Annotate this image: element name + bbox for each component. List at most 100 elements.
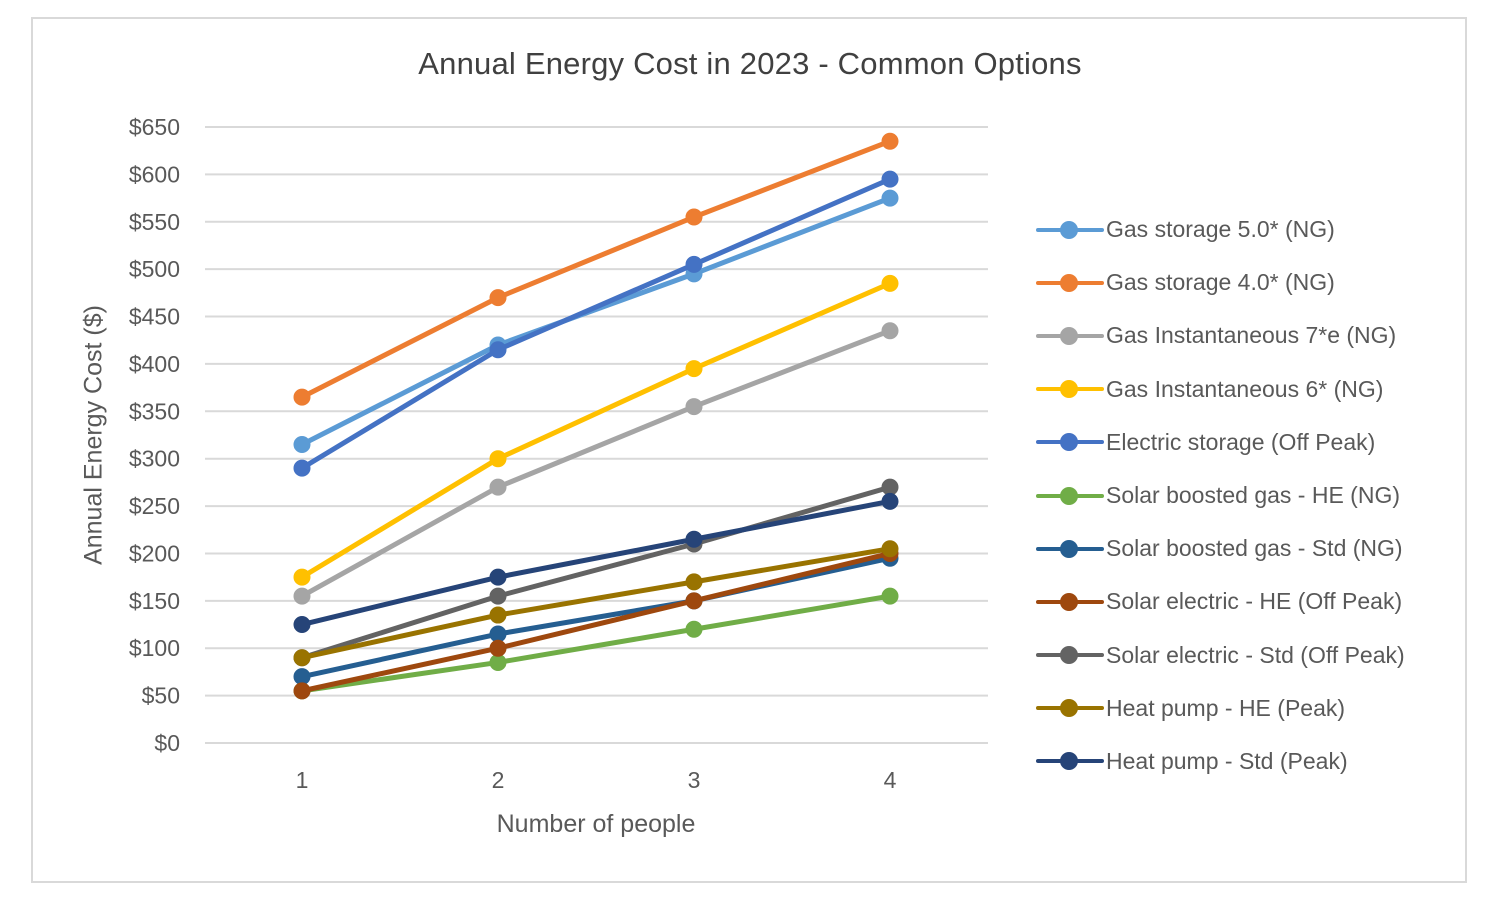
legend-marker-icon: [1036, 486, 1104, 506]
x-tick-label: 2: [492, 767, 505, 793]
series-line: [299, 546, 893, 661]
data-point: [489, 606, 507, 624]
data-point: [293, 682, 311, 700]
x-tick-label: 4: [884, 767, 897, 793]
series-lines: [293, 132, 899, 700]
data-point: [881, 132, 899, 150]
legend-marker-icon: [1036, 326, 1104, 346]
legend-marker-icon: [1036, 698, 1104, 718]
data-point: [881, 478, 899, 496]
data-point: [881, 170, 899, 188]
legend-marker-icon: [1036, 379, 1104, 399]
data-point: [881, 492, 899, 510]
data-point: [293, 388, 311, 406]
data-point: [489, 478, 507, 496]
series-line: [299, 280, 893, 580]
data-point: [685, 255, 703, 273]
data-point: [881, 540, 899, 558]
legend-marker-icon: [1036, 592, 1104, 612]
data-point: [489, 450, 507, 468]
legend-label: Gas Instantaneous 6* (NG): [1106, 375, 1384, 402]
data-point: [293, 668, 311, 686]
y-tick-label: $350: [129, 398, 180, 424]
series-4: [293, 170, 899, 477]
x-tick-labels: 1 2 3 4: [296, 767, 897, 793]
data-point: [293, 616, 311, 634]
series-line: [299, 593, 893, 694]
data-point: [881, 322, 899, 340]
legend: Gas storage 5.0* (NG) Gas storage 4.0* (N…: [1036, 203, 1405, 788]
legend-marker-icon: [1036, 273, 1104, 293]
legend-label: Gas storage 5.0* (NG): [1106, 216, 1335, 243]
y-tick-label: $0: [154, 730, 180, 756]
data-point: [489, 625, 507, 643]
legend-item: Electric storage (Off Peak): [1036, 416, 1405, 469]
data-point: [489, 653, 507, 671]
legend-marker-icon: [1036, 751, 1104, 771]
series-9: [293, 540, 899, 667]
series-line: [299, 328, 893, 599]
series-line: [299, 176, 893, 471]
y-tick-label: $400: [129, 351, 180, 377]
series-line: [299, 498, 893, 628]
data-point: [293, 568, 311, 586]
series-line: [299, 138, 893, 400]
y-tick-label: $300: [129, 446, 180, 472]
legend-label: Solar boosted gas - HE (NG): [1106, 482, 1401, 509]
y-tick-label: $50: [142, 683, 180, 709]
legend-item: Solar electric - HE (Off Peak): [1036, 575, 1405, 628]
legend-item: Heat pump - HE (Peak): [1036, 682, 1405, 735]
series-10: [293, 492, 899, 634]
chart-title: Annual Energy Cost in 2023 - Common Opti…: [418, 46, 1082, 81]
legend-label: Heat pump - Std (Peak): [1106, 747, 1348, 774]
x-axis-label: Number of people: [496, 810, 696, 838]
y-tick-label: $650: [129, 114, 180, 140]
y-tick-label: $600: [129, 161, 180, 187]
legend-item: Gas Instantaneous 6* (NG): [1036, 363, 1405, 416]
legend-label: Electric storage (Off Peak): [1106, 428, 1376, 455]
legend-marker-icon: [1036, 432, 1104, 452]
data-point: [685, 573, 703, 591]
legend-marker-icon: [1036, 220, 1104, 240]
y-tick-label: $500: [129, 256, 180, 282]
legend-item: Solar boosted gas - Std (NG): [1036, 522, 1405, 575]
legend-label: Gas storage 4.0* (NG): [1106, 269, 1335, 296]
data-point: [489, 568, 507, 586]
legend-label: Solar electric - Std (Off Peak): [1106, 641, 1405, 668]
series-1: [293, 132, 899, 406]
data-point: [489, 587, 507, 605]
legend-label: Gas Instantaneous 7*e (NG): [1106, 322, 1397, 349]
legend-item: Gas Instantaneous 7*e (NG): [1036, 309, 1405, 362]
y-tick-label: $150: [129, 588, 180, 614]
legend-item: Heat pump - Std (Peak): [1036, 735, 1405, 788]
y-tick-label: $550: [129, 209, 180, 235]
series-2: [293, 322, 899, 605]
data-point: [685, 620, 703, 638]
data-point: [881, 587, 899, 605]
data-point: [881, 189, 899, 207]
data-point: [293, 587, 311, 605]
data-point: [685, 530, 703, 548]
y-tick-label: $100: [129, 635, 180, 661]
data-point: [685, 398, 703, 416]
x-tick-label: 3: [688, 767, 701, 793]
y-tick-label: $200: [129, 540, 180, 566]
y-tick-label: $250: [129, 493, 180, 519]
data-point: [685, 592, 703, 610]
x-tick-label: 1: [296, 767, 309, 793]
data-point: [489, 341, 507, 359]
data-point: [685, 208, 703, 226]
legend-item: Gas storage 4.0* (NG): [1036, 256, 1405, 309]
chart-frame: [31, 17, 1467, 883]
series-line: [299, 484, 893, 661]
series-line: [299, 550, 893, 694]
y-tick-labels: $0 $50 $100 $150 $200 $250 $300 $350 $400 $450 $50…: [129, 114, 180, 756]
data-point: [489, 639, 507, 657]
legend-marker-icon: [1036, 645, 1104, 665]
data-point: [293, 435, 311, 453]
series-3: [293, 274, 899, 586]
data-point: [881, 274, 899, 292]
legend-marker-icon: [1036, 539, 1104, 559]
legend-label: Solar electric - HE (Off Peak): [1106, 588, 1403, 615]
